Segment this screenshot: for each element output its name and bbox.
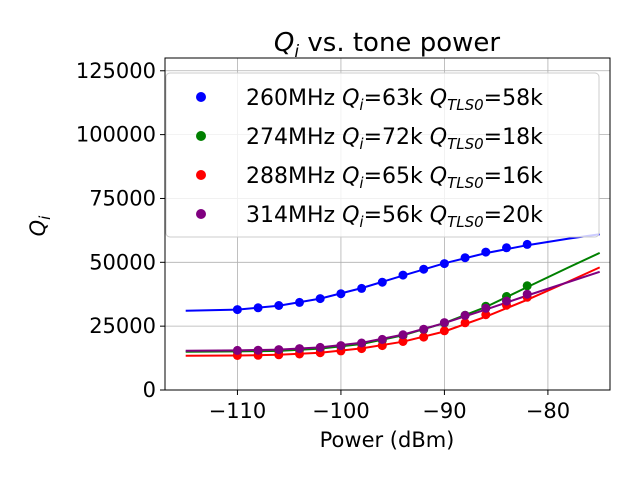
y-tick-label: 0 [143, 378, 156, 402]
legend-label-260MHz: 260MHz Qi=63k QTLS0=58k [246, 86, 543, 114]
data-point-260MHz [419, 264, 429, 274]
data-point-260MHz [460, 253, 470, 263]
data-point-288MHz [439, 326, 449, 336]
x-tick-label: −80 [526, 399, 570, 423]
y-tick-label: 75000 [89, 186, 156, 210]
data-point-314MHz [481, 303, 491, 313]
x-tick-label: −90 [422, 399, 466, 423]
title-rest: vs. tone power [299, 28, 500, 58]
data-point-314MHz [274, 345, 284, 355]
data-point-314MHz [253, 345, 263, 355]
data-point-288MHz [419, 332, 429, 342]
data-point-314MHz [357, 338, 367, 348]
legend-marker-288MHz [196, 170, 206, 180]
y-tick-label: 125000 [76, 59, 156, 83]
legend-label-288MHz: 288MHz Qi=65k QTLS0=16k [246, 164, 543, 192]
ylabel-subscript: i [36, 215, 54, 220]
data-point-314MHz [439, 318, 449, 328]
fit-lines [185, 233, 601, 357]
data-point-288MHz [377, 341, 387, 351]
data-point-260MHz [336, 289, 346, 299]
data-point-288MHz [481, 310, 491, 320]
data-point-274MHz [522, 281, 532, 291]
y-axis-label: Qi [26, 215, 54, 237]
data-points [232, 239, 532, 360]
data-point-314MHz [295, 344, 304, 354]
data-point-288MHz [460, 318, 470, 328]
data-point-314MHz [419, 324, 429, 334]
x-tick-label: −100 [312, 399, 370, 423]
axis-ticks: −110 −100 −90 −80 0 25000 50000 75000 100000 1250… [76, 59, 570, 423]
fit-line-314MHz [185, 270, 601, 352]
data-point-260MHz [295, 297, 304, 307]
x-axis-label: Power (dBm) [320, 428, 455, 452]
title-subscript: i [294, 42, 299, 62]
data-point-288MHz [398, 337, 408, 346]
data-point-314MHz [398, 330, 408, 340]
fit-line-260MHz [185, 233, 600, 312]
data-point-260MHz [481, 247, 491, 257]
legend: 260MHz Qi=63k QTLS0=58k 274MHz Qi=72k QTL… [165, 72, 600, 238]
data-point-260MHz [315, 294, 325, 304]
data-point-260MHz [253, 303, 263, 313]
y-tick-label: 50000 [89, 250, 156, 274]
data-point-314MHz [377, 334, 387, 344]
data-point-314MHz [460, 310, 470, 320]
data-point-260MHz [522, 239, 532, 249]
data-point-314MHz [336, 341, 346, 351]
data-point-260MHz [439, 259, 449, 269]
legend-label-314MHz: 314MHz Qi=56k QTLS0=20k [246, 203, 543, 231]
legend-box [165, 72, 600, 238]
data-point-314MHz [315, 342, 325, 352]
legend-marker-260MHz [196, 92, 206, 102]
legend-label-274MHz: 274MHz Qi=72k QTLS0=18k [246, 125, 543, 153]
fit-line-288MHz [185, 266, 601, 357]
chart-title: Qi vs. tone power [274, 28, 500, 62]
data-point-314MHz [502, 296, 511, 306]
legend-marker-314MHz [196, 209, 206, 219]
plot-frame [164, 57, 611, 391]
x-tick-label: −110 [209, 399, 267, 423]
data-point-314MHz [232, 345, 242, 355]
data-point-260MHz [398, 270, 408, 280]
y-tick-label: 100000 [76, 123, 156, 147]
data-point-314MHz [522, 289, 532, 299]
data-point-260MHz [274, 301, 284, 310]
title-symbol: Q [274, 28, 294, 58]
y-tick-label: 25000 [89, 314, 156, 338]
data-point-260MHz [377, 277, 387, 287]
data-point-260MHz [357, 283, 367, 293]
legend-marker-274MHz [196, 131, 206, 141]
ylabel-symbol: Q [26, 220, 50, 237]
data-point-260MHz [232, 305, 242, 315]
data-point-260MHz [502, 243, 511, 253]
